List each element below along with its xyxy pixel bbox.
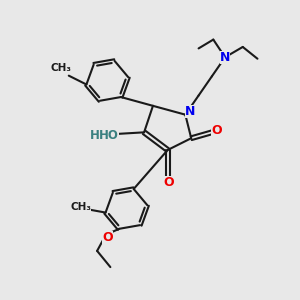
Text: CH₃: CH₃ <box>70 202 91 212</box>
Text: N: N <box>184 105 195 118</box>
Text: O: O <box>211 124 222 137</box>
Text: CH₃: CH₃ <box>51 63 72 73</box>
Text: HO: HO <box>99 129 119 142</box>
Text: N: N <box>220 51 230 64</box>
Text: H: H <box>90 129 100 142</box>
Text: O: O <box>102 231 113 244</box>
Text: O: O <box>164 176 175 189</box>
